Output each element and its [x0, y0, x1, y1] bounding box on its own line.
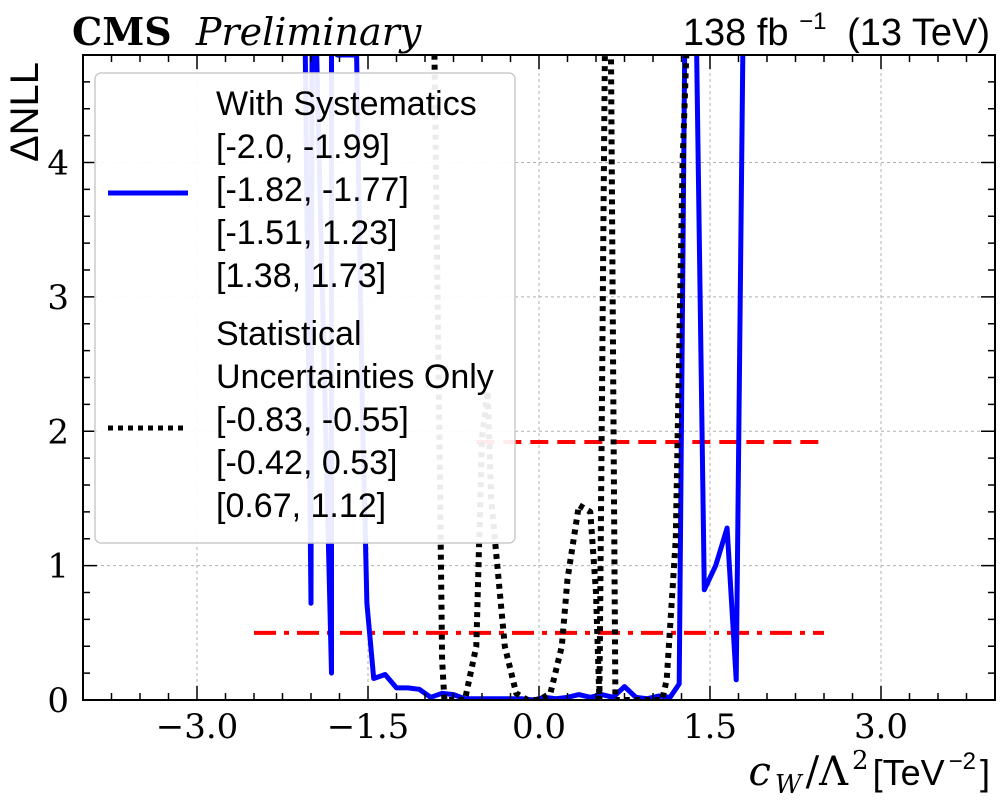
- x-tick-label: 0.0: [512, 707, 566, 747]
- legend-line: [1.38, 1.73]: [216, 257, 386, 295]
- x-axis-sub: W: [775, 770, 804, 800]
- x-axis-label: c W /Λ 2 [TeV −2 ]: [749, 746, 991, 800]
- x-tick-label: −3.0: [156, 707, 239, 747]
- y-tick-label: 3: [47, 278, 69, 318]
- legend-box: [94, 72, 516, 544]
- x-tick-label: 1.5: [683, 707, 737, 747]
- legend-line: Statistical: [216, 315, 362, 353]
- legend-line: [-0.83, -0.55]: [216, 401, 409, 439]
- plot-frame: [82, 54, 996, 701]
- legend: With Systematics [-2.0, -1.99] [-1.82, -…: [94, 72, 516, 544]
- legend-line: [-1.51, 1.23]: [216, 214, 397, 252]
- y-tick-label: 2: [47, 412, 69, 452]
- data-layer: [254, 55, 824, 700]
- legend-line: [-1.82, -1.77]: [216, 171, 409, 209]
- legend-line: [-2.0, -1.99]: [216, 128, 390, 166]
- x-axis-unit: [TeV: [873, 752, 945, 793]
- x-axis-sup: 2: [852, 746, 869, 776]
- series-line-stat-only: [431, 55, 690, 700]
- energy-label: (13 TeV): [847, 12, 990, 54]
- x-axis-unit-end: ]: [980, 752, 990, 793]
- x-tick-label: 3.0: [854, 707, 908, 747]
- y-tick-label: 0: [47, 681, 69, 721]
- y-tick-label: 4: [47, 144, 69, 184]
- ticks: −3.0 −1.5 0.0 1.5 3.0 0 1 2 3 4: [47, 54, 996, 747]
- experiment-name: CMS: [72, 9, 172, 54]
- y-axis-label: ΔNLL: [3, 62, 47, 162]
- x-axis-var: c: [749, 749, 771, 795]
- lumi-value: 138 fb: [683, 12, 789, 54]
- x-axis-mid: /Λ: [806, 749, 849, 795]
- legend-line: With Systematics: [216, 85, 477, 123]
- x-axis-unit-sup: −2: [949, 748, 976, 775]
- y-tick-label: 1: [47, 547, 69, 587]
- lumi-exponent: −1: [799, 8, 826, 35]
- experiment-label: CMS Preliminary: [72, 9, 422, 54]
- legend-line: Uncertainties Only: [216, 358, 494, 396]
- x-tick-label: −1.5: [327, 707, 410, 747]
- lumi-label: 138 fb −1 (13 TeV): [683, 0, 990, 54]
- legend-line: [0.67, 1.12]: [216, 487, 386, 525]
- legend-line: [-0.42, 0.53]: [216, 444, 397, 482]
- experiment-status: Preliminary: [195, 10, 422, 54]
